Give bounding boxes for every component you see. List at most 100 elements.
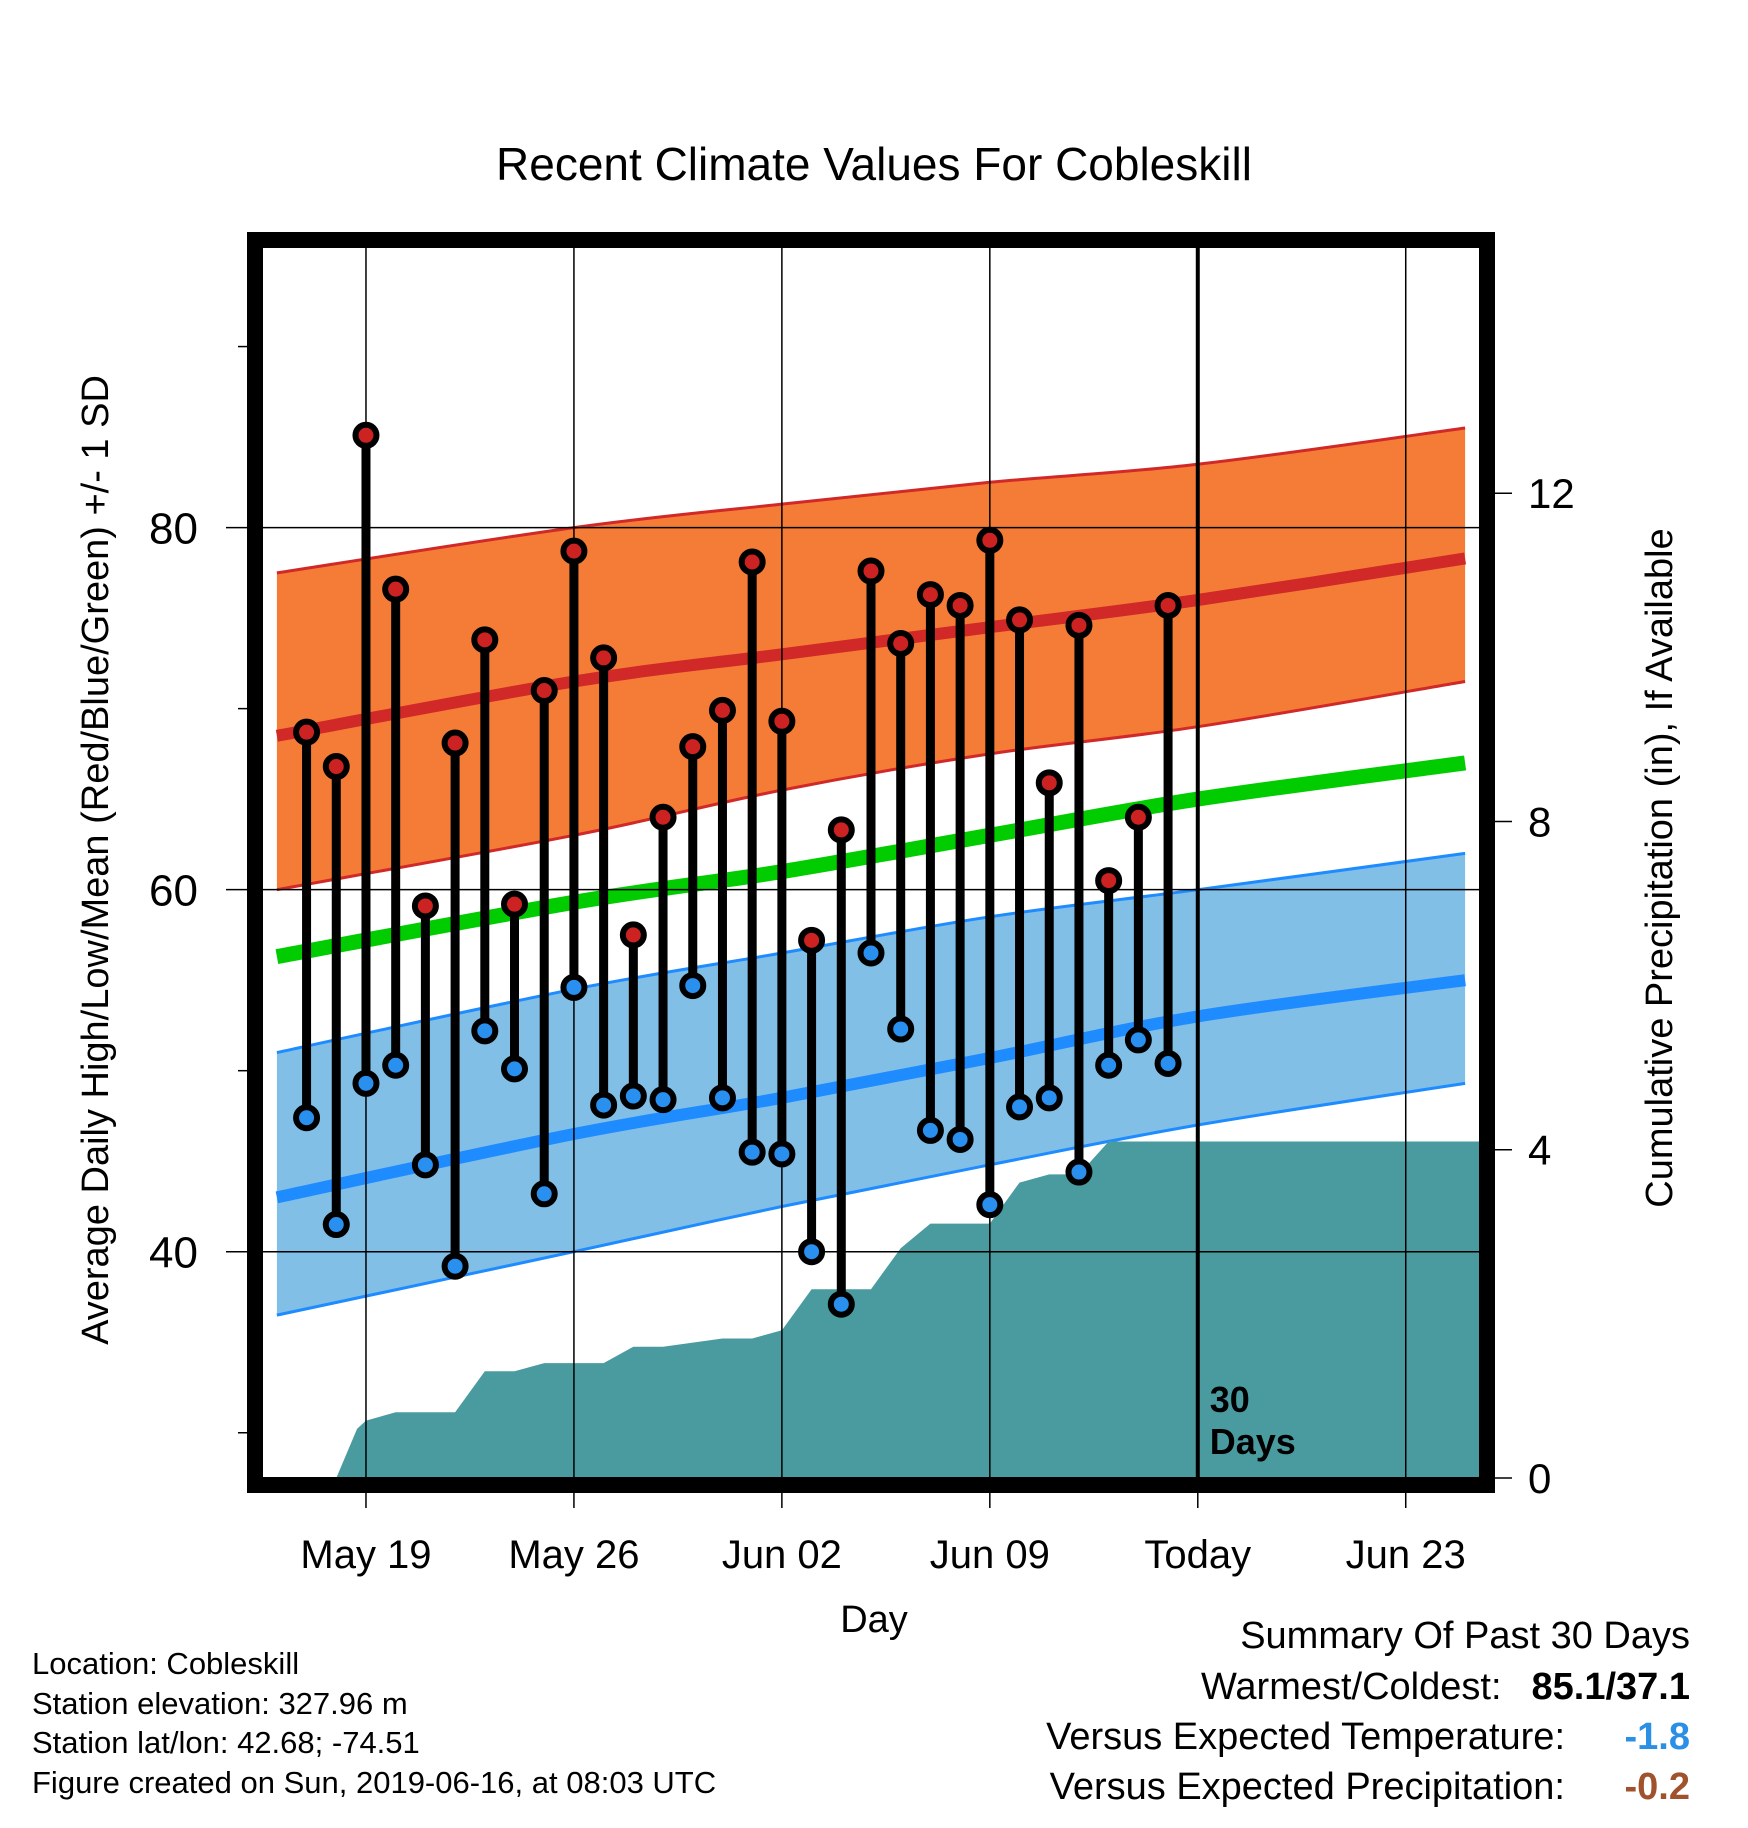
daily-high-marker [590, 644, 618, 672]
daily-low-marker [501, 1055, 529, 1083]
daily-high-marker [411, 892, 439, 920]
warm-cold-value: 85.1/37.1 [1531, 1666, 1690, 1708]
precip-value: -0.2 [1624, 1766, 1690, 1808]
daily-high-marker [530, 677, 558, 705]
daily-high-marker [382, 575, 410, 603]
daily-high-marker [619, 921, 647, 949]
daily-high-marker [976, 526, 1004, 554]
chart-title: Recent Climate Values For Cobleskill [496, 138, 1252, 190]
x-tick-label: May 19 [300, 1533, 431, 1577]
daily-high-marker [679, 733, 707, 761]
summary-temperature: Versus Expected Temperature: -1.8 [1046, 1716, 1690, 1759]
daily-high-marker [1006, 606, 1034, 634]
daily-low-marker [798, 1238, 826, 1266]
daily-low-marker [1035, 1084, 1063, 1112]
daily-high-marker [798, 926, 826, 954]
daily-high-marker [471, 626, 499, 654]
today-annotation: 30 Days [1210, 1379, 1296, 1462]
today-annotation-line: 30 [1210, 1379, 1250, 1420]
y2-tick-label: 4 [1528, 1127, 1551, 1174]
daily-low-marker [619, 1082, 647, 1110]
summary-title: Summary Of Past 30 Days [1240, 1615, 1690, 1657]
high-lower-line [276, 680, 1466, 892]
x-tick-label: Jun 23 [1346, 1533, 1466, 1577]
daily-low-marker [441, 1252, 469, 1280]
daily-low-marker [708, 1084, 736, 1112]
daily-low-marker [293, 1104, 321, 1132]
daily-low-marker [352, 1069, 380, 1097]
daily-high-marker [887, 629, 915, 657]
daily-high-marker [352, 421, 380, 449]
high-upper-line [276, 426, 1466, 575]
location-text: Location: Cobleskill [32, 1646, 300, 1681]
daily-low-marker [590, 1091, 618, 1119]
x-tick-label: Jun 09 [930, 1533, 1050, 1577]
daily-low-marker [738, 1138, 766, 1166]
y-tick-label: 40 [149, 1229, 198, 1278]
daily-low-marker [322, 1211, 350, 1239]
daily-high-marker [916, 581, 944, 609]
x-tick-label: May 26 [508, 1533, 639, 1577]
x-tick-label: Today [1144, 1533, 1251, 1577]
daily-high-marker [857, 557, 885, 585]
daily-low-marker [916, 1116, 944, 1144]
daily-high-marker [649, 803, 677, 831]
warm-cold-label: Warmest/Coldest: [1200, 1666, 1502, 1708]
temp-label: Versus Expected Temperature: [1046, 1716, 1565, 1758]
daily-high-marker [1154, 591, 1182, 619]
precip-area [336, 1141, 1480, 1478]
daily-low-marker [382, 1051, 410, 1079]
created-text: Figure created on Sun, 2019-06-16, at 08… [32, 1765, 717, 1800]
daily-high-marker [293, 718, 321, 746]
y2-tick-label: 0 [1528, 1455, 1551, 1502]
daily-high-marker [1095, 867, 1123, 895]
daily-low-marker [1006, 1093, 1034, 1121]
daily-high-marker [501, 890, 529, 918]
today-annotation-line: Days [1210, 1421, 1296, 1462]
daily-low-marker [411, 1151, 439, 1179]
elevation-text: Station elevation: 327.96 m [32, 1686, 408, 1721]
low-lower-line [276, 1081, 1466, 1317]
daily-high-marker [322, 753, 350, 781]
daily-low-marker [679, 972, 707, 1000]
summary-warm-cold: Warmest/Coldest: 85.1/37.1 [1201, 1666, 1690, 1709]
daily-high-marker [1035, 769, 1063, 797]
latlon-text: Station lat/lon: 42.68; -74.51 [32, 1725, 420, 1760]
daily-high-marker [708, 696, 736, 724]
x-tick-label: Jun 02 [722, 1533, 842, 1577]
high-mean-line [275, 552, 1467, 742]
low-mean-line [275, 974, 1466, 1204]
daily-low-marker [976, 1191, 1004, 1219]
daily-low-marker [827, 1290, 855, 1318]
y-tick-label: 60 [149, 867, 198, 916]
daily-high-marker [1124, 803, 1152, 831]
y2-tick-label: 8 [1528, 798, 1551, 845]
daily-high-marker [1065, 611, 1093, 639]
daily-high-marker [827, 816, 855, 844]
y-tick-label: 80 [149, 505, 198, 554]
daily-low-marker [946, 1125, 974, 1153]
y2-tick-label: 12 [1528, 470, 1575, 517]
daily-low-marker [530, 1180, 558, 1208]
daily-high-marker [738, 548, 766, 576]
daily-high-marker [946, 591, 974, 619]
daily-low-marker [560, 973, 588, 1001]
daily-low-marker [887, 1015, 915, 1043]
daily-low-marker [1154, 1049, 1182, 1077]
x-axis-label: Day [840, 1599, 908, 1641]
daily-low-marker [1065, 1158, 1093, 1186]
temp-value: -1.8 [1624, 1716, 1690, 1758]
daily-low-marker [1124, 1026, 1152, 1054]
daily-high-marker [768, 707, 796, 735]
y2-axis-label: Cumulative Precipitation (in), If Availa… [1639, 528, 1681, 1207]
daily-low-marker [768, 1140, 796, 1168]
plot-frame [247, 232, 1495, 1493]
precip-label: Versus Expected Precipitation: [1049, 1766, 1565, 1808]
daily-low-marker [649, 1086, 677, 1114]
daily-low-marker [857, 939, 885, 967]
axes: 40 60 80 0 4 8 12 May 19 May 26 Jun 02 Jun 09 Today… [149, 232, 1575, 1577]
plot-area: 30 Days [262, 247, 1480, 1478]
y-axis-label: Average Daily High/Low/Mean (Red/Blue/Gr… [75, 375, 117, 1345]
low-upper-line [276, 851, 1466, 1055]
